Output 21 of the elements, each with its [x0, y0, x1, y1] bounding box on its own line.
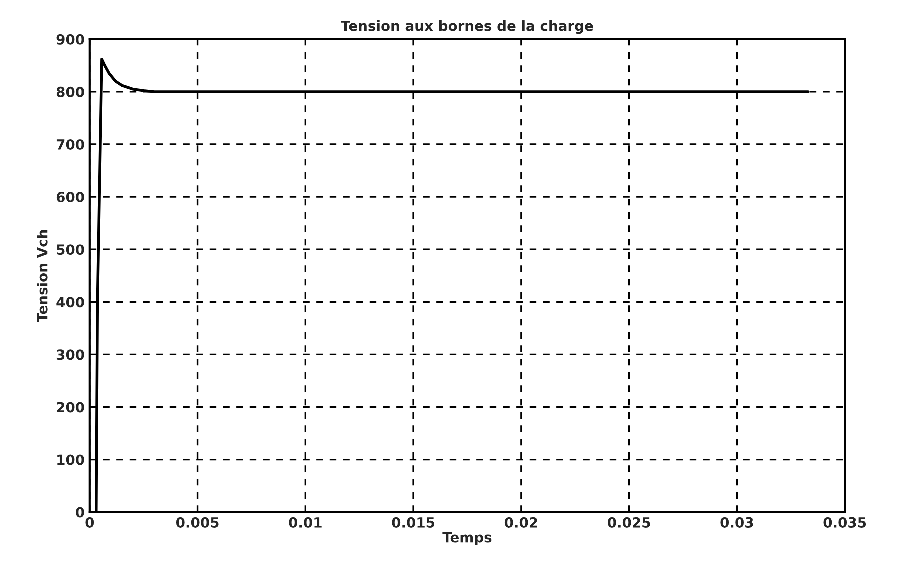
y-tick-label: 0: [76, 507, 84, 518]
chart-title: Tension aux bornes de la charge: [341, 20, 594, 34]
y-tick-label: 800: [56, 86, 84, 98]
y-tick-label: 700: [56, 139, 84, 150]
x-axis-title: Temps: [442, 532, 492, 546]
y-tick-label: 600: [56, 192, 84, 203]
y-tick-label: 500: [57, 244, 84, 256]
x-tick-label: 0.015: [392, 517, 435, 528]
x-tick-label: 0.03: [720, 517, 754, 528]
y-tick-label: 100: [58, 454, 84, 466]
y-tick-label: 200: [57, 402, 84, 413]
y-tick-label: 400: [56, 297, 84, 308]
x-tick-label: 0.02: [504, 517, 538, 528]
x-tick-label: 0.01: [289, 517, 322, 528]
x-tick-label: 0.035: [824, 517, 866, 528]
x-tick-label: 0.025: [608, 517, 650, 528]
y-tick-label: 900: [56, 34, 84, 45]
y-axis-title: Tension Vch: [37, 230, 48, 322]
x-tick-label: 0.005: [176, 517, 219, 528]
x-tick-label: 0: [86, 517, 94, 528]
y-tick-label: 300: [56, 350, 84, 360]
